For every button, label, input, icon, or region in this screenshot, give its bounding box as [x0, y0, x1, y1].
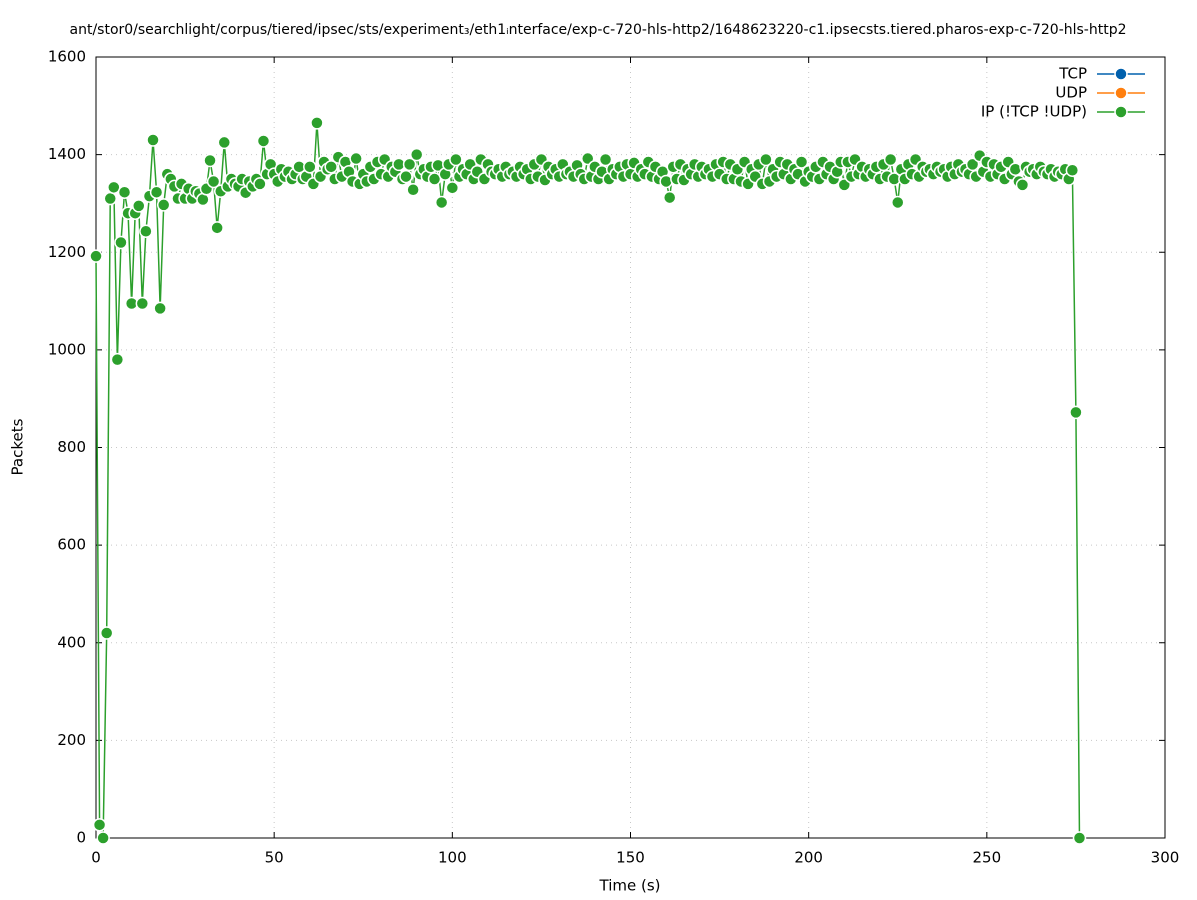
- data-point: [153, 301, 167, 316]
- data-point: [402, 157, 417, 172]
- data-point: [146, 133, 160, 147]
- legend-label: TCP: [1058, 65, 1087, 83]
- x-tick-label: 0: [91, 849, 101, 867]
- y-tick-label: 1200: [48, 243, 86, 261]
- data-point: [598, 152, 613, 167]
- y-tick-label: 1600: [48, 48, 86, 66]
- data-point: [303, 160, 317, 174]
- data-point: [310, 116, 324, 130]
- x-tick-label: 300: [1151, 849, 1180, 867]
- y-tick-label: 600: [57, 536, 86, 554]
- data-point: [399, 169, 413, 184]
- data-point: [103, 191, 118, 206]
- data-point: [92, 818, 107, 832]
- data-point: [349, 151, 363, 166]
- data-point: [427, 172, 442, 186]
- legend-marker: [1114, 86, 1128, 100]
- data-point: [434, 195, 449, 210]
- data-point: [965, 157, 980, 172]
- legend-label: UDP: [1055, 84, 1087, 102]
- data-point: [117, 185, 132, 199]
- y-tick-label: 1400: [48, 145, 86, 163]
- data-point: [107, 180, 121, 195]
- data-point: [445, 181, 460, 195]
- x-tick-label: 250: [973, 849, 1002, 867]
- y-axis-label: Packets: [9, 418, 27, 475]
- x-tick-label: 50: [265, 849, 284, 867]
- data-point: [99, 626, 114, 640]
- chart-title: ant/stor0/searchlight/corpus/tiered/ipse…: [70, 22, 1127, 38]
- data-point: [156, 198, 171, 212]
- data-point: [210, 221, 224, 235]
- data-point: [89, 249, 103, 263]
- y-tick-label: 0: [76, 829, 86, 847]
- legend-label: IP (!TCP !UDP): [981, 103, 1087, 121]
- legend-marker: [1114, 105, 1128, 119]
- data-point: [206, 174, 221, 189]
- series-line: [95, 122, 1081, 839]
- x-tick-label: 100: [438, 849, 467, 867]
- data-point: [891, 195, 905, 210]
- data-point: [96, 831, 110, 845]
- data-point: [114, 235, 128, 250]
- y-tick-label: 200: [57, 731, 86, 749]
- x-tick-label: 200: [794, 849, 823, 867]
- data-point: [139, 224, 153, 239]
- data-point: [324, 160, 338, 174]
- data-point: [662, 190, 677, 205]
- x-tick-label: 150: [616, 849, 645, 867]
- data-point: [132, 199, 146, 213]
- data-point: [794, 155, 809, 169]
- data-point: [217, 135, 232, 150]
- legend-marker: [1114, 67, 1128, 81]
- data-point: [883, 152, 898, 167]
- data-point: [759, 152, 773, 167]
- data-point: [149, 185, 164, 199]
- y-tick-label: 1000: [48, 340, 86, 358]
- plot-border: [95, 56, 1166, 839]
- data-point: [253, 177, 267, 191]
- data-point: [110, 352, 125, 367]
- y-tick-label: 800: [57, 438, 86, 456]
- data-point: [1015, 178, 1030, 192]
- data-point: [203, 153, 217, 168]
- data-point: [1065, 163, 1080, 177]
- data-point: [406, 183, 420, 197]
- y-tick-label: 400: [57, 633, 86, 651]
- data-point: [409, 147, 424, 162]
- data-point: [1069, 405, 1083, 420]
- data-point: [135, 296, 150, 311]
- x-axis-label: Time (s): [599, 877, 661, 895]
- data-point: [1072, 831, 1087, 845]
- data-point: [449, 152, 463, 167]
- data-point: [256, 134, 271, 148]
